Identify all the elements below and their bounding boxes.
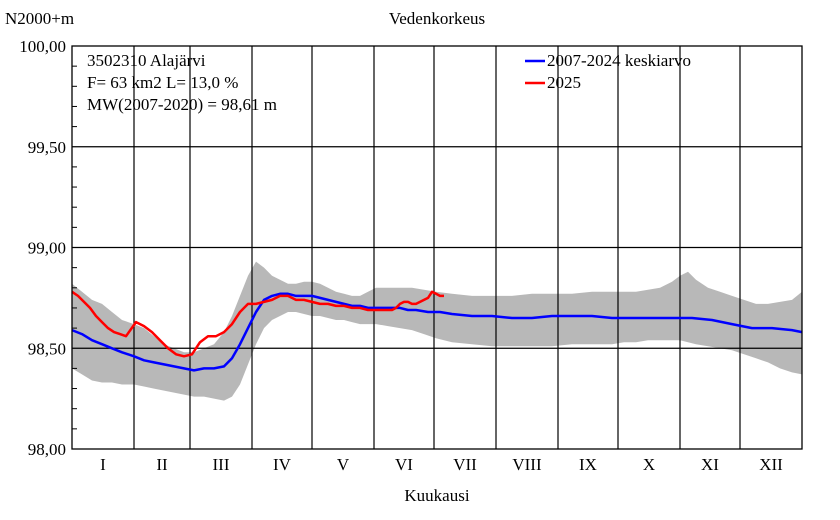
y-tick-label: 98,00 (28, 440, 66, 459)
y-tick-label: 99,50 (28, 138, 66, 157)
legend-label-2025: 2025 (547, 73, 581, 92)
mean-level-info: MW(2007-2020) = 98,61 m (87, 95, 277, 114)
x-tick-label: IX (579, 455, 597, 474)
station-name: 3502310 Alajärvi (87, 51, 206, 70)
legend-label-average: 2007-2024 keskiarvo (547, 51, 691, 70)
x-tick-label: V (337, 455, 350, 474)
x-tick-label: XII (759, 455, 783, 474)
plot-frame (71, 45, 803, 450)
y-axis-label: N2000+m (5, 9, 74, 28)
range-band-layer (72, 261, 802, 401)
x-tick-label: I (100, 455, 106, 474)
y-tick-label: 99,00 (28, 239, 66, 258)
x-tick-label: VI (395, 455, 413, 474)
x-tick-label: II (156, 455, 168, 474)
grid-layer (72, 46, 802, 449)
x-tick-label: III (213, 455, 230, 474)
x-tick-label: XI (701, 455, 719, 474)
chart-title: Vedenkorkeus (389, 9, 485, 28)
x-tick-label: VII (453, 455, 477, 474)
x-tick-label: X (643, 455, 655, 474)
x-axis-label: Kuukausi (404, 486, 469, 505)
series-line-2025 (71, 290, 444, 358)
x-tick-label: IV (273, 455, 292, 474)
station-info: 3502310 Alajärvi F= 63 km2 L= 13,0 % MW(… (87, 51, 277, 114)
series-layer (71, 290, 803, 372)
y-tick-label: 98,50 (28, 339, 66, 358)
catchment-info: F= 63 km2 L= 13,0 % (87, 73, 238, 92)
y-tick-label: 100,00 (19, 37, 66, 56)
series-line-average (71, 292, 803, 372)
x-tick-label: VIII (512, 455, 542, 474)
min-max-range-band (72, 261, 802, 401)
legend: 2007-2024 keskiarvo 2025 (525, 51, 691, 92)
